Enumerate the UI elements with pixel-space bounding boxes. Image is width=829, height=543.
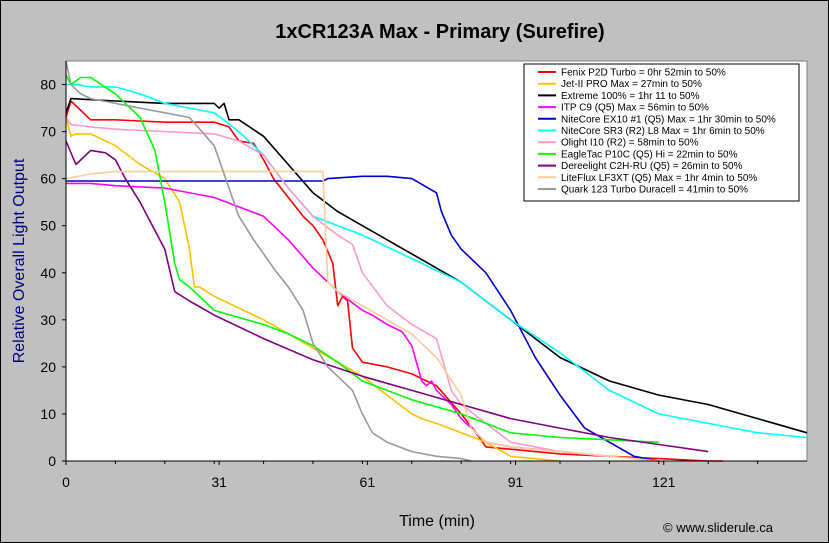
legend-entry: Quark 123 Turbo Duracell = 41min to 50% — [561, 185, 748, 196]
x-axis-title: Time (min) — [399, 513, 475, 530]
legend-entry: Extreme 100% = 1hr 11 to 50% — [561, 91, 700, 102]
y-tick-label: 20 — [40, 359, 56, 375]
legend-entry: NiteCore SR3 (R2) L8 Max = 1hr 6min to 5… — [561, 126, 765, 137]
legend-entry: Dereelight C2H-RU (Q5) = 26min to 50% — [561, 161, 743, 172]
y-tick-label: 30 — [40, 312, 56, 328]
y-tick-label: 10 — [40, 406, 56, 422]
y-tick-label: 60 — [40, 171, 56, 187]
series-line-5 — [66, 175, 659, 462]
y-axis-title: Relative Overall Light Output — [11, 158, 28, 363]
legend-entry: Fenix P2D Turbo = 0hr 52min to 50% — [561, 68, 726, 79]
legend-box — [523, 63, 800, 202]
series-line-11 — [65, 60, 472, 462]
y-tick-label: 50 — [40, 218, 56, 234]
series-line-1 — [65, 100, 723, 462]
legend-entry: NiteCore EX10 #1 (Q5) Max = 1hr 30min to… — [561, 114, 776, 125]
axes: 0 10 20 30 40 50 60 70 80 0 31 61 91 121 — [40, 61, 807, 490]
y-tick-label: 40 — [40, 265, 56, 281]
credit-text: © www.sliderule.ca — [663, 520, 774, 535]
series-line-9 — [65, 140, 709, 453]
y-tick-label: 70 — [40, 124, 56, 140]
legend-entry: EagleTac P10C (Q5) Hi = 22min to 50% — [561, 149, 738, 160]
series-line-10 — [65, 170, 659, 462]
series-line-3 — [65, 97, 808, 434]
x-tick-label: 61 — [360, 474, 376, 490]
legend-entry: Olight I10 (R2) = 58min to 50% — [561, 138, 699, 149]
series-line-8 — [65, 74, 659, 443]
x-tick-label: 31 — [211, 474, 227, 490]
x-tick-label: 91 — [508, 474, 524, 490]
legend: Fenix P2D Turbo = 0hr 52min to 50%Jet-II… — [523, 63, 800, 202]
y-tick-label: 80 — [40, 77, 56, 93]
chart-title: 1xCR123A Max - Primary (Surefire) — [275, 21, 604, 43]
x-tick-label: 0 — [62, 474, 70, 490]
series-line-2 — [65, 117, 561, 462]
y-tick-label: 0 — [48, 453, 56, 469]
x-tick-label: 121 — [652, 474, 676, 490]
series-layer — [65, 60, 808, 462]
series-line-7 — [65, 117, 610, 458]
legend-entry: Jet-II PRO Max = 27min to 50% — [561, 79, 702, 90]
legend-entry: ITP C9 (Q5) Max = 56min to 50% — [561, 103, 709, 114]
legend-entry: LiteFlux LF3XT (Q5) Max = 1hr 4min to 50… — [561, 173, 757, 184]
